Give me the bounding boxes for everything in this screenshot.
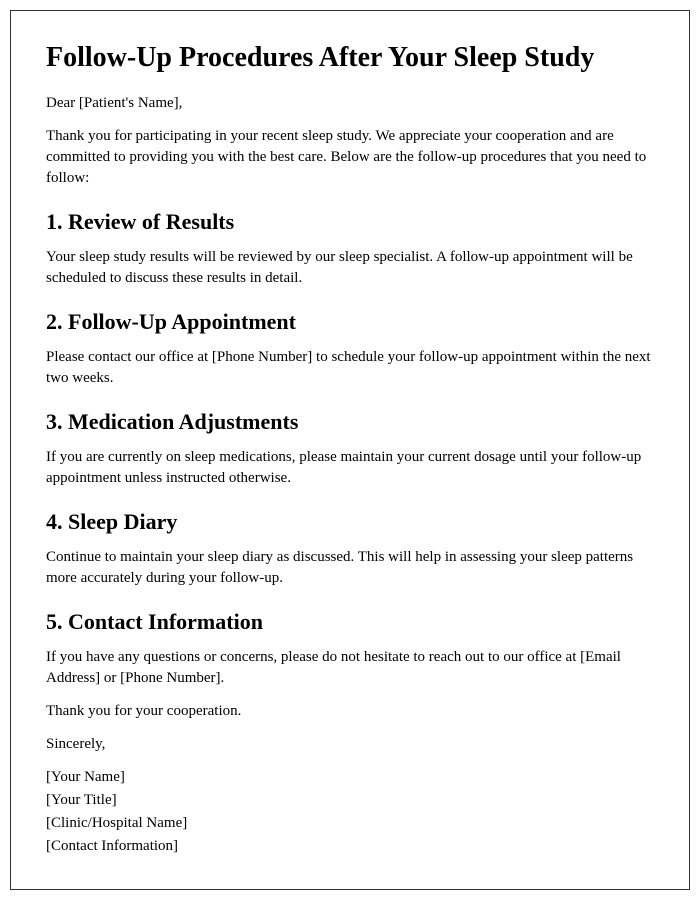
section-body-2: Please contact our office at [Phone Numb… (46, 347, 654, 389)
closing-line: Sincerely, (46, 734, 654, 755)
document-page: Follow-Up Procedures After Your Sleep St… (10, 10, 690, 890)
intro-paragraph: Thank you for participating in your rece… (46, 126, 654, 189)
section-body-3: If you are currently on sleep medication… (46, 447, 654, 489)
signature-title: [Your Title] (46, 790, 654, 811)
salutation: Dear [Patient's Name], (46, 93, 654, 114)
page-title: Follow-Up Procedures After Your Sleep St… (46, 41, 654, 75)
signature-clinic: [Clinic/Hospital Name] (46, 813, 654, 834)
signature-contact: [Contact Information] (46, 836, 654, 857)
section-heading-2: 2. Follow-Up Appointment (46, 309, 654, 335)
section-heading-1: 1. Review of Results (46, 209, 654, 235)
signature-name: [Your Name] (46, 767, 654, 788)
section-body-5: If you have any questions or concerns, p… (46, 647, 654, 689)
section-heading-5: 5. Contact Information (46, 609, 654, 635)
section-body-1: Your sleep study results will be reviewe… (46, 247, 654, 289)
section-heading-4: 4. Sleep Diary (46, 509, 654, 535)
thanks-line: Thank you for your cooperation. (46, 701, 654, 722)
section-heading-3: 3. Medication Adjustments (46, 409, 654, 435)
section-body-4: Continue to maintain your sleep diary as… (46, 547, 654, 589)
